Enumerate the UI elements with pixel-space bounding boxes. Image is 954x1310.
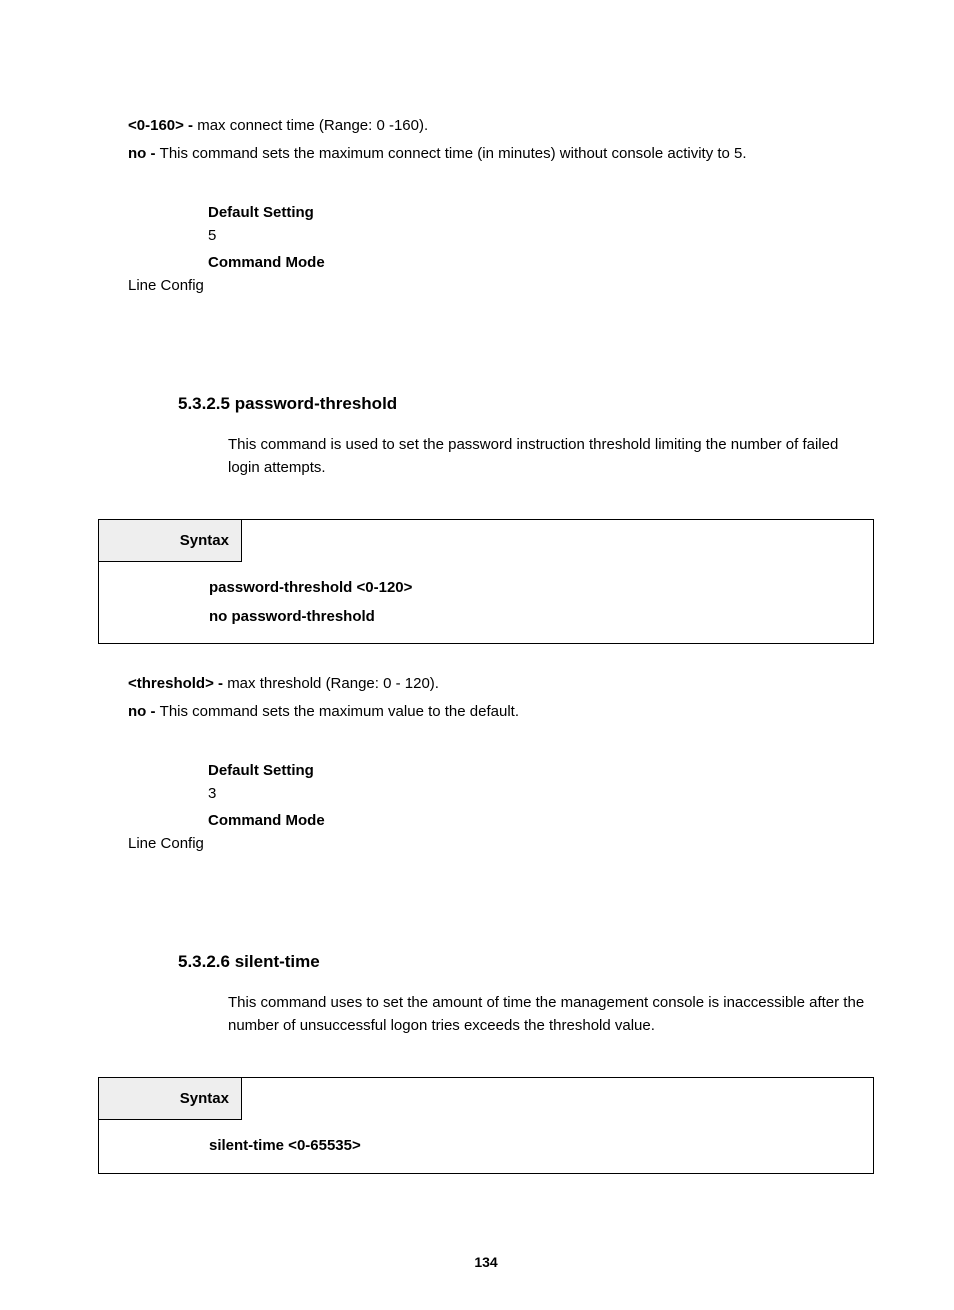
default-setting-value: 5 <box>208 227 874 244</box>
page-number: 134 <box>98 1254 874 1270</box>
default-setting-label: Default Setting <box>208 204 874 221</box>
param-desc: max connect time (Range: 0 -160). <box>197 117 428 134</box>
param-line: no - This command sets the maximum value… <box>128 700 874 724</box>
settings-block: Default Setting 5 Command Mode <box>208 204 874 271</box>
param-key: no - <box>128 703 160 720</box>
param-key: no - <box>128 145 160 162</box>
syntax-header: Syntax <box>99 1078 242 1120</box>
param-desc: This command sets the maximum value to t… <box>160 703 519 720</box>
command-mode-label: Command Mode <box>208 812 874 829</box>
syntax-line: password-threshold <0-120> <box>209 574 861 603</box>
param-desc: max threshold (Range: 0 - 120). <box>227 675 439 692</box>
default-setting-value: 3 <box>208 785 874 802</box>
param-desc: This command sets the maximum connect ti… <box>160 145 747 162</box>
syntax-body: password-threshold <0-120> no password-t… <box>99 562 873 643</box>
param-key: <0-160> - <box>128 117 197 134</box>
param-line: <0-160> - max connect time (Range: 0 -16… <box>128 114 874 138</box>
default-setting-label: Default Setting <box>208 762 874 779</box>
syntax-header: Syntax <box>99 520 242 562</box>
command-mode-value: Line Config <box>128 835 874 852</box>
section-heading: 5.3.2.5 password-threshold <box>178 394 874 414</box>
section-heading: 5.3.2.6 silent-time <box>178 952 874 972</box>
syntax-line: silent-time <0-65535> <box>209 1132 861 1161</box>
command-mode-label: Command Mode <box>208 254 874 271</box>
section-description: This command uses to set the amount of t… <box>228 992 874 1037</box>
settings-block: Default Setting 3 Command Mode <box>208 762 874 829</box>
syntax-box: Syntax password-threshold <0-120> no pas… <box>98 519 874 644</box>
param-line: <threshold> - max threshold (Range: 0 - … <box>128 672 874 696</box>
section-description: This command is used to set the password… <box>228 434 874 479</box>
syntax-line: no password-threshold <box>209 603 861 632</box>
syntax-body: silent-time <0-65535> <box>99 1120 873 1173</box>
syntax-box: Syntax silent-time <0-65535> <box>98 1077 874 1174</box>
document-page: <0-160> - max connect time (Range: 0 -16… <box>0 0 954 1310</box>
command-mode-value: Line Config <box>128 277 874 294</box>
param-line: no - This command sets the maximum conne… <box>128 142 874 166</box>
param-key: <threshold> - <box>128 675 227 692</box>
